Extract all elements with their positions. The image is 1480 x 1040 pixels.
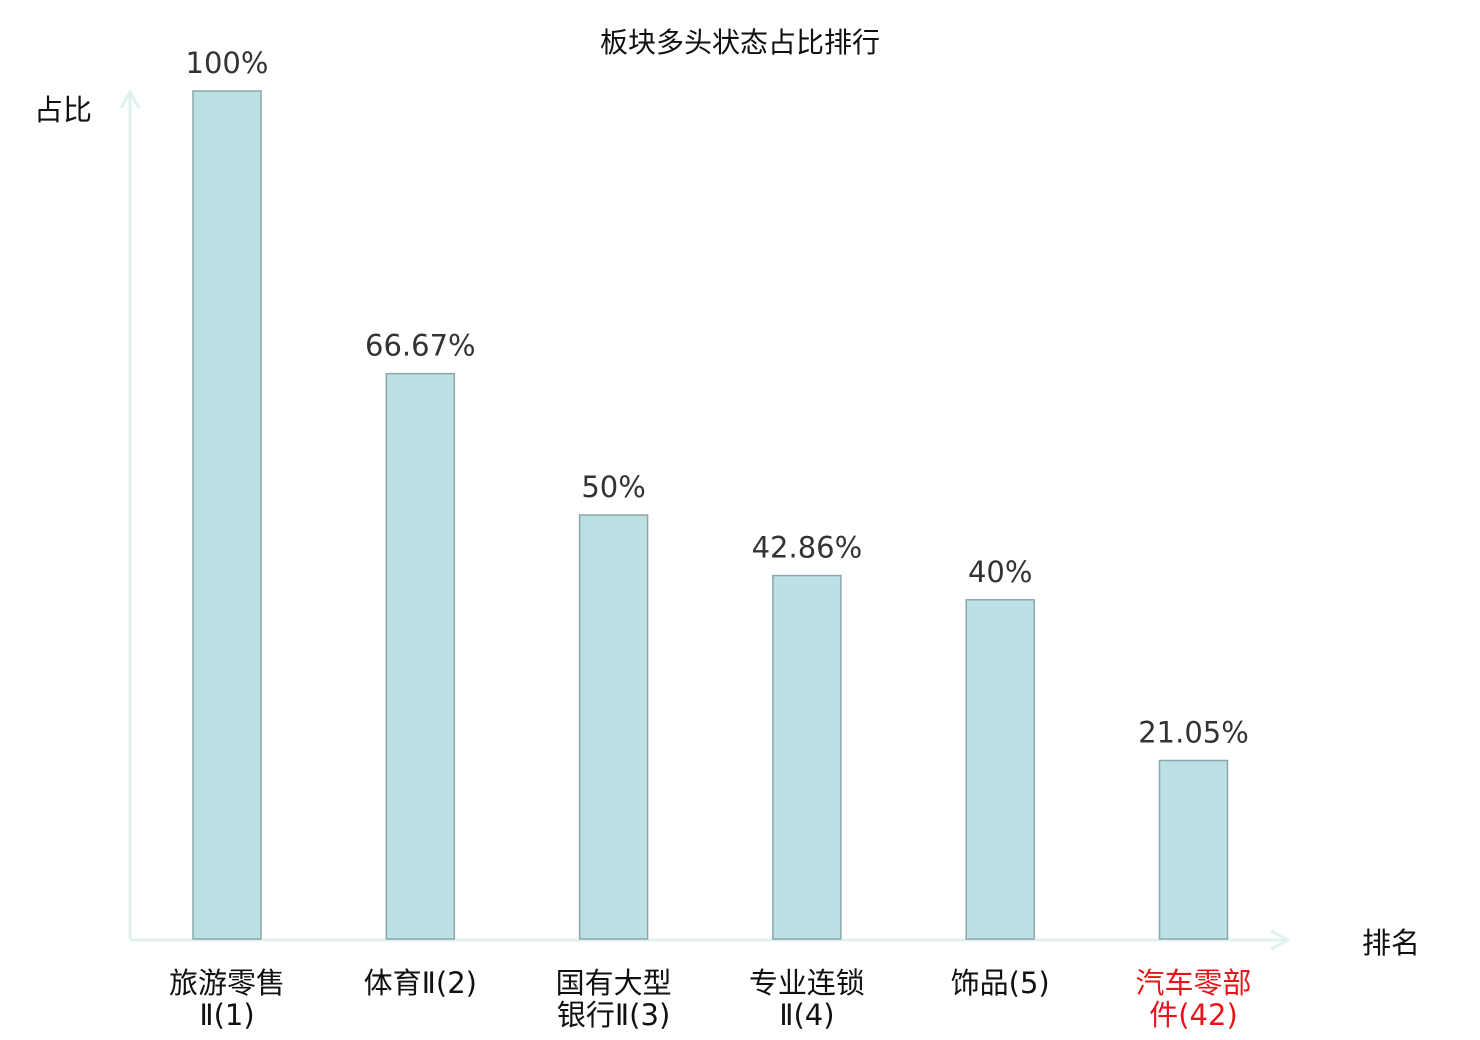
x-tick-label: 体育Ⅱ(2) bbox=[364, 966, 477, 1000]
x-tick-label: 件(42) bbox=[1149, 998, 1238, 1032]
x-tick-label: 饰品(5) bbox=[951, 966, 1050, 1000]
x-axis-arrow-icon bbox=[1270, 929, 1292, 951]
data-label: 42.86% bbox=[752, 531, 863, 565]
bar bbox=[965, 599, 1035, 940]
x-tick-label: Ⅱ(4) bbox=[779, 998, 834, 1032]
data-label: 40% bbox=[968, 555, 1032, 589]
data-label: 21.05% bbox=[1138, 715, 1249, 749]
chart-title: 板块多头状态占比排行 bbox=[600, 26, 880, 59]
x-tick-label: 专业连锁 bbox=[749, 966, 865, 1000]
x-tick-label: 国有大型 bbox=[556, 966, 672, 1000]
data-label: 66.67% bbox=[365, 329, 476, 363]
x-tick-label: Ⅱ(1) bbox=[199, 998, 254, 1032]
x-tick-label: 汽车零部 bbox=[1135, 966, 1251, 1000]
y-axis-arrow-icon bbox=[119, 88, 141, 109]
data-label: 50% bbox=[581, 470, 645, 504]
bar bbox=[385, 372, 456, 940]
x-axis-label: 排名 bbox=[1362, 926, 1420, 960]
x-tick-label: 银行Ⅱ(3) bbox=[557, 998, 670, 1032]
bar bbox=[772, 574, 842, 940]
bar bbox=[192, 90, 262, 940]
bar bbox=[1158, 759, 1229, 940]
bar bbox=[578, 514, 649, 940]
y-axis-label: 占比 bbox=[34, 93, 92, 127]
data-label: 100% bbox=[186, 46, 269, 80]
x-tick-label: 旅游零售 bbox=[169, 966, 285, 1000]
